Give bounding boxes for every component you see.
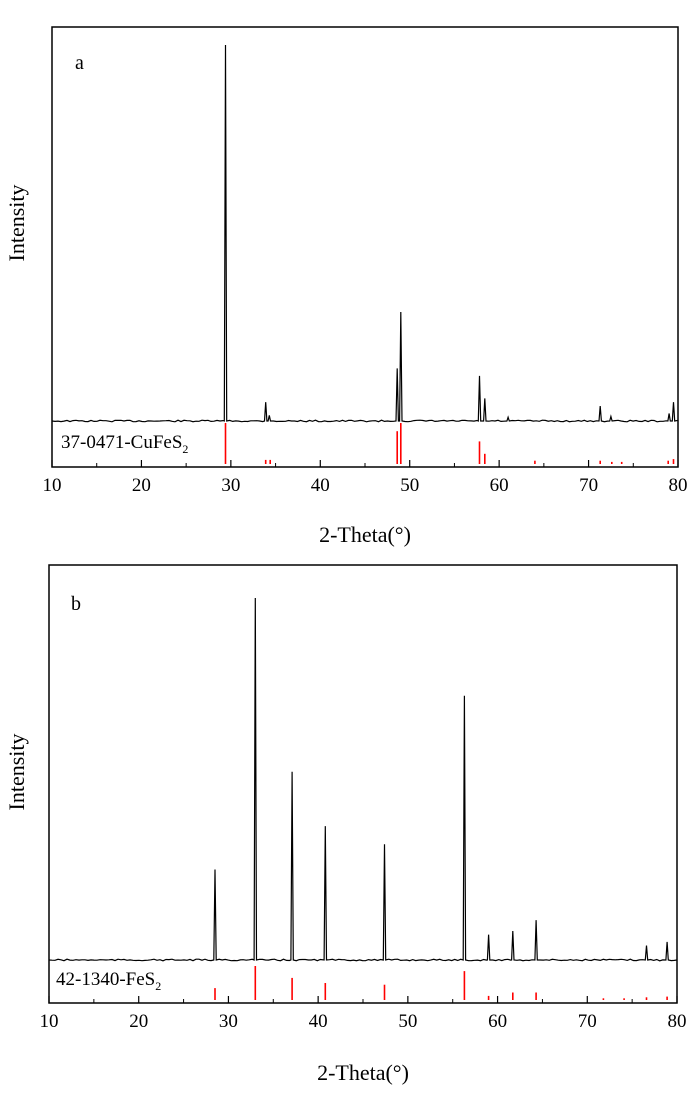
panel-a-y-axis-title: Intensity: [4, 185, 29, 262]
x-tick-label: 50: [400, 475, 419, 496]
x-tick-label: 10: [40, 1011, 59, 1032]
x-tick-label: 40: [311, 475, 330, 496]
panel-b-label: b: [71, 593, 81, 615]
panel-a-plot-frame: [51, 26, 679, 468]
x-tick-label: 40: [309, 1011, 328, 1032]
panel-a-chart: 10 20 30 40 50 60 70 80 a 37-0471-CuFeS2 Intens…: [4, 26, 688, 547]
panel-a-x-axis-title: 2-Theta(°): [319, 522, 411, 547]
x-tick-label: 50: [398, 1011, 417, 1032]
panel-a-reference-label: 37-0471-CuFeS2: [61, 432, 188, 456]
panel-b-x-axis: 10 20 30 40 50 60 70 80: [40, 996, 687, 1032]
x-tick-label: 60: [488, 1011, 507, 1032]
x-tick-label: 10: [43, 475, 62, 496]
x-tick-label: 80: [669, 475, 688, 496]
panel-b-plot-frame: [48, 564, 678, 1004]
x-tick-label: 60: [490, 475, 509, 496]
panel-b-y-axis-title: Intensity: [4, 734, 29, 811]
panel-b-reference-label: 42-1340-FeS2: [56, 969, 161, 993]
x-tick-label: 30: [219, 1011, 238, 1032]
panel-a-reference-lines: [224, 423, 675, 464]
panel-b-x-axis-title: 2-Theta(°): [317, 1060, 409, 1085]
panel-a-label: a: [75, 52, 84, 74]
x-tick-label: 30: [221, 475, 240, 496]
x-tick-label: 20: [129, 1011, 148, 1032]
panel-b-reference-lines: [214, 966, 668, 1000]
x-tick-label: 20: [132, 475, 151, 496]
panel-b-diffraction-pattern: [48, 597, 678, 962]
x-tick-label: 70: [579, 475, 598, 496]
panel-a-x-axis: 10 20 30 40 50 60 70 80: [43, 460, 688, 496]
x-tick-label: 80: [668, 1011, 687, 1032]
panel-a-diffraction-pattern: [51, 44, 679, 423]
x-tick-label: 70: [578, 1011, 597, 1032]
panel-b-chart: 10 20 30 40 50 60 70 80 b 42-1340-FeS2 Intensit…: [4, 564, 687, 1085]
